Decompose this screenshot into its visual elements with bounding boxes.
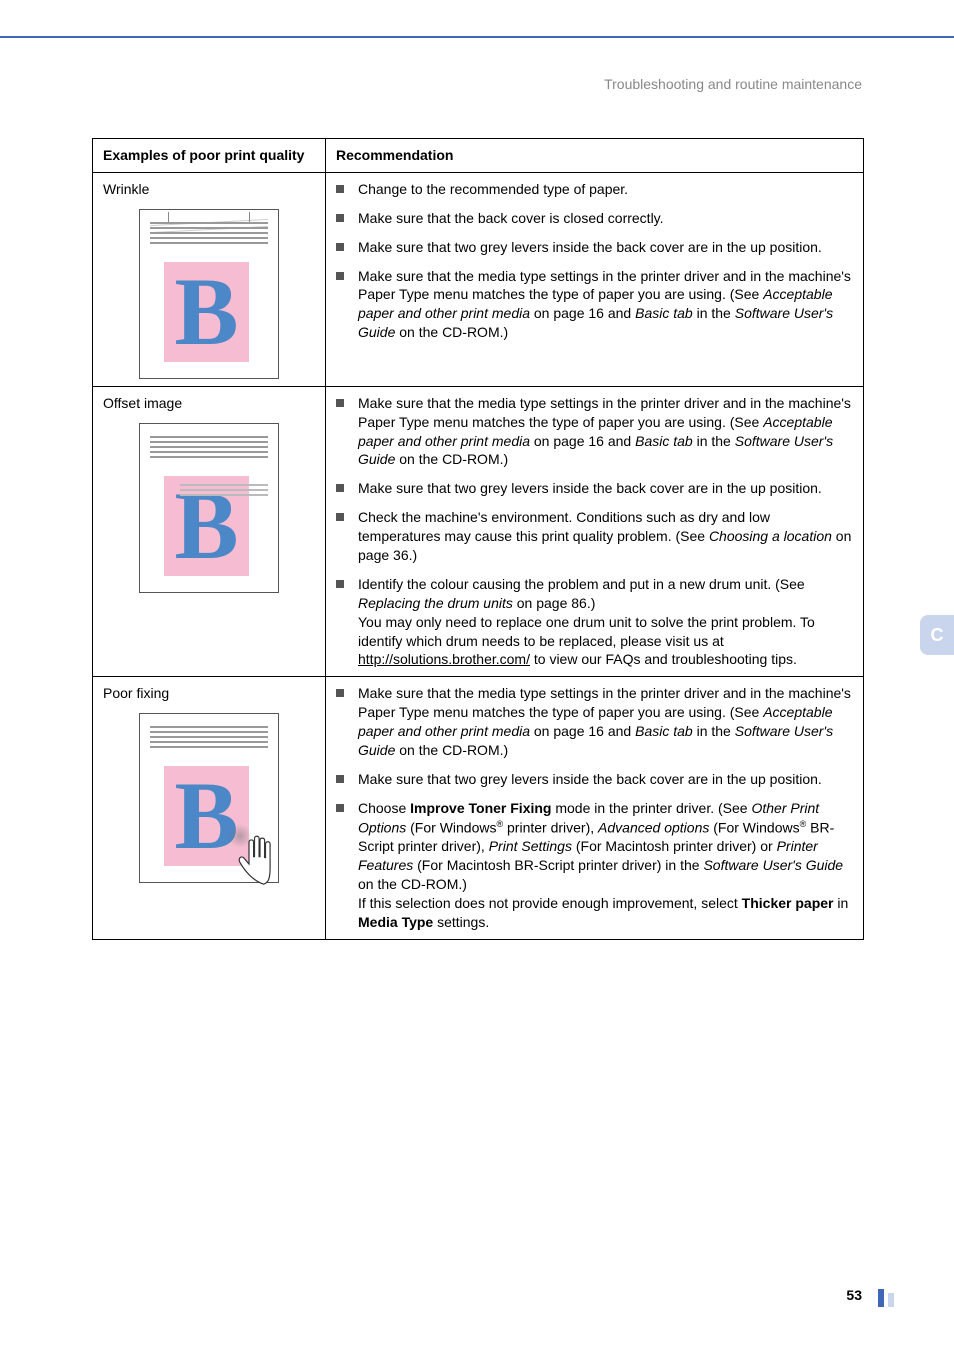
page-number: 53 [846, 1287, 862, 1303]
recommendation-list: Make sure that the media type settings i… [336, 394, 853, 670]
example-label-poor-fixing: Poor fixing [103, 684, 315, 703]
list-item: Choose Improve Toner Fixing mode in the … [336, 799, 853, 932]
content-area: Examples of poor print quality Recommend… [92, 138, 864, 940]
table-row: Wrinkle B Change to the recommended [93, 172, 864, 386]
example-label-offset: Offset image [103, 394, 315, 413]
list-item: Make sure that the back cover is closed … [336, 209, 853, 228]
list-item: Make sure that two grey levers inside th… [336, 238, 853, 257]
list-item: Make sure that the media type settings i… [336, 394, 853, 470]
table-row: Poor fixing B [93, 677, 864, 939]
poor-fixing-illustration: B [103, 713, 315, 883]
list-item: Make sure that the media type settings i… [336, 684, 853, 760]
hand-icon [227, 831, 282, 886]
page-decoration [870, 1289, 894, 1307]
section-header: Troubleshooting and routine maintenance [604, 76, 862, 92]
column-header-recommendation: Recommendation [326, 139, 864, 173]
section-tab[interactable]: C [920, 615, 954, 655]
list-item: Make sure that two grey levers inside th… [336, 770, 853, 789]
list-item: Identify the colour causing the problem … [336, 575, 853, 669]
table-row: Offset image B B [93, 386, 864, 677]
top-border [0, 36, 954, 38]
print-quality-table: Examples of poor print quality Recommend… [92, 138, 864, 940]
offset-illustration: B B [103, 423, 315, 593]
example-label-wrinkle: Wrinkle [103, 180, 315, 199]
recommendation-list: Change to the recommended type of paper.… [336, 180, 853, 342]
wrinkle-illustration: B [103, 209, 315, 379]
list-item: Make sure that two grey levers inside th… [336, 479, 853, 498]
list-item: Change to the recommended type of paper. [336, 180, 853, 199]
faq-link[interactable]: http://solutions.brother.com/ [358, 651, 530, 667]
recommendation-list: Make sure that the media type settings i… [336, 684, 853, 931]
column-header-examples: Examples of poor print quality [93, 139, 326, 173]
list-item: Make sure that the media type settings i… [336, 267, 853, 343]
list-item: Check the machine's environment. Conditi… [336, 508, 853, 565]
